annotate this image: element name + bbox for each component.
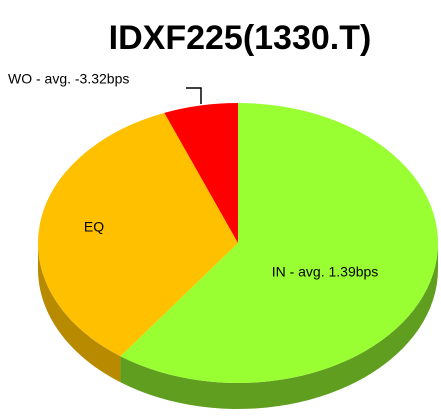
pie-side xyxy=(120,243,439,409)
pie-sides xyxy=(38,243,439,409)
chart-title: IDXF225(1330.T) xyxy=(109,19,372,57)
pie-tops xyxy=(37,103,439,384)
labels: IN - avg. 1.39bps EQ WO - avg. -3.32bps xyxy=(8,71,378,280)
slice-label: EQ xyxy=(84,219,104,235)
pie-slice xyxy=(164,103,238,243)
slice-label: WO - avg. -3.32bps xyxy=(8,71,129,87)
pie-slice xyxy=(120,103,439,384)
pie-side xyxy=(38,243,121,383)
leader-line xyxy=(186,87,202,104)
pie-slice xyxy=(37,112,239,357)
slice-label: IN - avg. 1.39bps xyxy=(272,264,379,280)
